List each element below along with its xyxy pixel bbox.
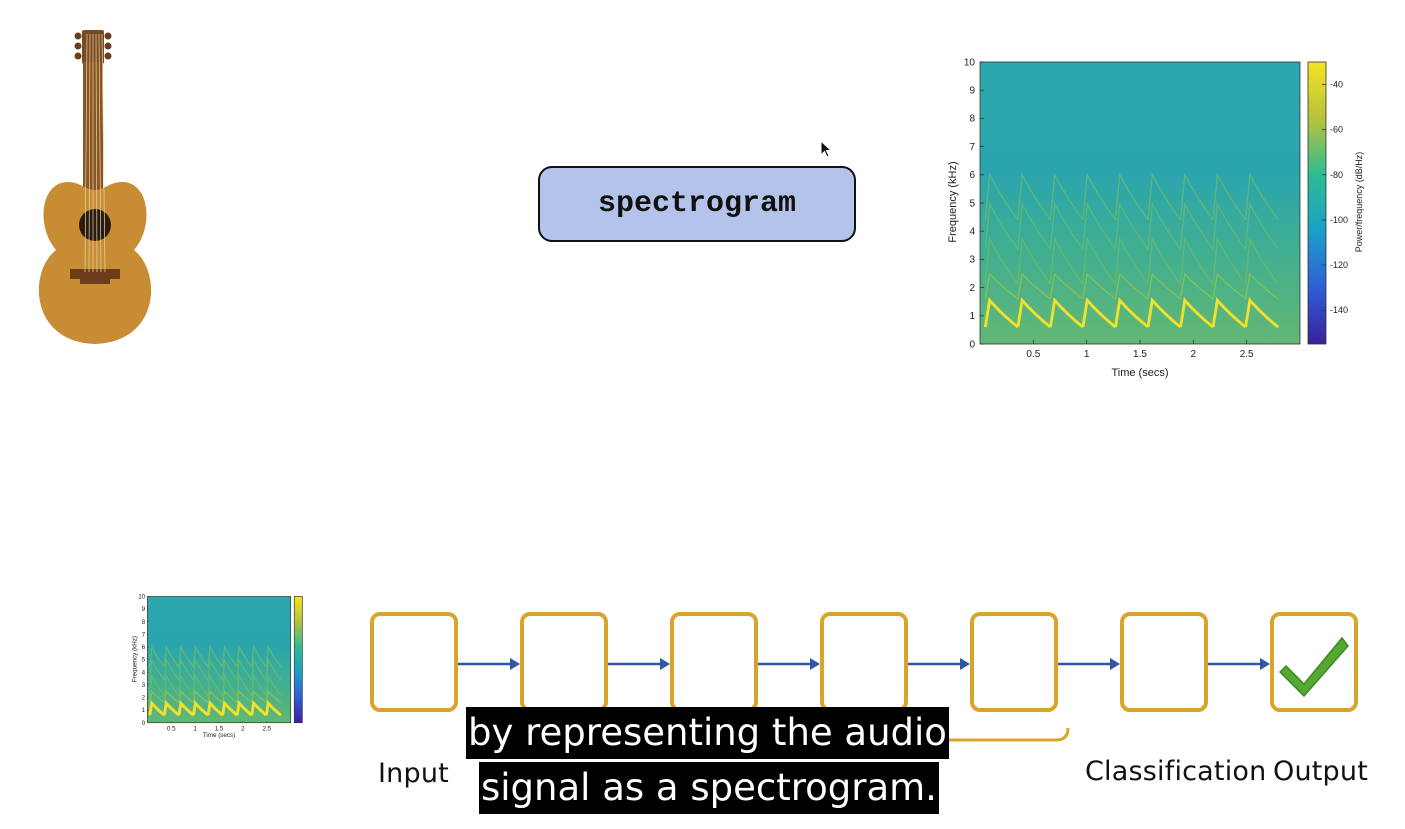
y-tick-label: 9 <box>969 86 975 97</box>
spectrogram-plot: 0 1 2 3 4 5 6 7 8 9 10 0.5 1 1.5 2 2.5 -40 -60 -80 -100 -1… <box>947 57 1364 379</box>
pipeline-stage-5 <box>970 612 1058 712</box>
svg-text:Frequency (kHz): Frequency (kHz) <box>132 636 139 682</box>
colorbar-tick-label: -120 <box>1330 260 1348 270</box>
pipeline-arrow <box>1208 658 1270 670</box>
y-tick-label: 0 <box>969 339 975 350</box>
input-label: Input <box>378 758 449 789</box>
output-label: Output <box>1273 756 1368 787</box>
y-tick-label: 5 <box>969 198 975 209</box>
spectrogram-keyword-box: spectrogram <box>538 166 856 242</box>
y-tick-label: 1 <box>969 311 975 322</box>
subtitle-line-2: signal as a spectrogram. <box>479 762 939 814</box>
y-tick-label: 3 <box>142 682 146 689</box>
y-tick-label: 4 <box>969 227 975 238</box>
pipeline-stage-4 <box>820 612 908 712</box>
classification-label: Classification <box>1085 756 1267 787</box>
pipeline-stage-3 <box>670 612 758 712</box>
y-tick-label: 10 <box>964 57 976 68</box>
pipeline-arrow <box>1058 658 1120 670</box>
subtitle-line-1: by representing the audio <box>466 707 949 759</box>
y-tick-label: 7 <box>142 631 146 638</box>
input-spectrogram-thumbnail: 0 1 2 3 4 5 6 7 8 9 10 0.5 1 1.5 2 2.5 Time (secs) Fre… <box>132 594 303 739</box>
pipeline-stage-classification <box>1120 612 1208 712</box>
y-tick-label: 3 <box>969 255 975 266</box>
y-tick-label: 9 <box>142 606 146 613</box>
x-tick-label: 2.5 <box>262 725 271 732</box>
pipeline-arrow <box>608 658 670 670</box>
pipeline-arrow <box>758 658 820 670</box>
y-tick-label: 6 <box>969 170 975 181</box>
y-axis-label: Frequency (kHz) <box>947 161 959 242</box>
x-tick-label: 1.5 <box>215 725 224 732</box>
pipeline-stage-output <box>1270 612 1358 712</box>
svg-text:Time (secs): Time (secs) <box>203 732 235 739</box>
colorbar-tick-label: -100 <box>1330 215 1348 225</box>
x-tick-label: 1 <box>193 725 197 732</box>
mouse-cursor-icon <box>820 140 833 158</box>
checkmark-icon <box>1278 636 1349 698</box>
colorbar-tick-label: -80 <box>1330 170 1343 180</box>
colorbar-tick-label: -140 <box>1330 305 1348 315</box>
y-tick-label: 8 <box>969 114 975 125</box>
y-tick-label: 10 <box>138 594 145 601</box>
x-tick-label: 0.5 <box>167 725 176 732</box>
y-tick-label: 8 <box>142 619 146 626</box>
colorbar-tick-label: -60 <box>1330 125 1343 135</box>
x-tick-label: 1.5 <box>1133 349 1147 360</box>
y-tick-label: 4 <box>142 669 146 676</box>
x-tick-label: 2 <box>1191 349 1197 360</box>
x-axis-label: Time (secs) <box>1111 367 1168 379</box>
colorbar-tick-label: -40 <box>1330 80 1343 90</box>
x-tick-label: 2 <box>241 725 245 732</box>
y-tick-label: 7 <box>969 142 975 153</box>
pipeline-arrow <box>458 658 520 670</box>
pipeline-arrow <box>908 658 970 670</box>
y-tick-label: 1 <box>142 707 146 714</box>
guitar-icon <box>38 30 152 344</box>
y-tick-label: 5 <box>142 657 146 664</box>
x-tick-label: 0.5 <box>1026 349 1040 360</box>
colorbar <box>1307 61 1327 345</box>
pipeline-stage-2 <box>520 612 608 712</box>
x-tick-label: 2.5 <box>1240 349 1254 360</box>
x-tick-label: 1 <box>1084 349 1090 360</box>
y-tick-label: 2 <box>969 283 975 294</box>
colorbar-label: Power/frequency (dB/Hz) <box>1354 152 1364 253</box>
y-tick-label: 2 <box>142 695 146 702</box>
y-tick-label: 0 <box>142 720 146 727</box>
y-tick-label: 6 <box>142 644 146 651</box>
pipeline-stage-input <box>370 612 458 712</box>
